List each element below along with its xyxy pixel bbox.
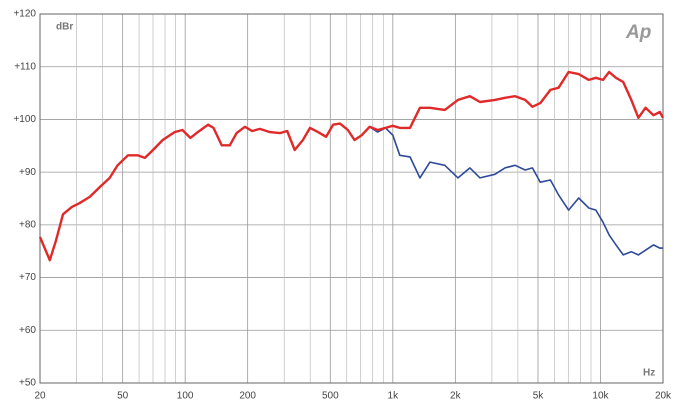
line-series xyxy=(38,70,665,262)
logo: Ap xyxy=(625,22,651,43)
y-tick-label: +110 xyxy=(14,61,36,72)
x-tick-label: 100 xyxy=(177,391,194,402)
y-tick-label: +80 xyxy=(19,219,36,230)
x-tick-label: 500 xyxy=(322,391,339,402)
plot-area xyxy=(40,14,663,383)
y-unit-label: dBr xyxy=(56,22,73,33)
x-tick-label: 1k xyxy=(388,391,400,402)
y-tick-label: +50 xyxy=(19,378,36,389)
x-tick-label: 20k xyxy=(655,391,672,402)
y-tick-label: +120 xyxy=(13,9,36,20)
y-tick-label: +70 xyxy=(19,272,36,283)
x-tick-label: 10k xyxy=(592,391,609,402)
x-tick-label: 5k xyxy=(533,391,545,402)
x-tick-label: 2k xyxy=(450,391,462,402)
x-tick-label: 50 xyxy=(117,391,129,402)
x-tick-label: 20 xyxy=(34,391,46,402)
y-tick-label: +90 xyxy=(19,167,36,178)
y-tick-label: +100 xyxy=(13,114,36,125)
y-tick-label: +60 xyxy=(19,325,36,336)
x-tick-label: 200 xyxy=(239,391,256,402)
x-unit-label: Hz xyxy=(643,368,655,379)
plot-border xyxy=(39,13,664,384)
